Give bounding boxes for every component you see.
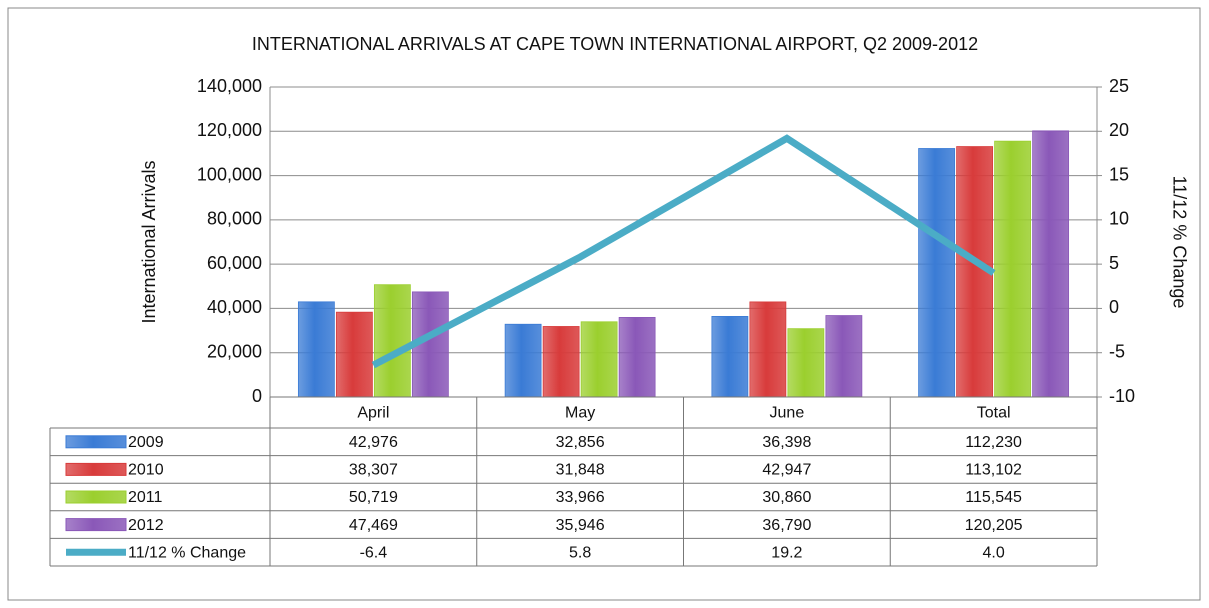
bar (918, 148, 956, 398)
bar (504, 323, 542, 398)
bar (297, 301, 335, 398)
y-tick-label: 0 (252, 386, 262, 406)
bar (787, 328, 825, 398)
table-value: 38,307 (349, 462, 398, 479)
line-series (371, 134, 996, 369)
table-value: 42,947 (762, 462, 811, 479)
y2-tick-label: 25 (1109, 76, 1129, 96)
bar (711, 316, 749, 398)
legend-label: 2009 (128, 434, 164, 451)
bar (580, 321, 618, 398)
table-value: 4.0 (983, 544, 1005, 561)
chart-title: INTERNATIONAL ARRIVALS AT CAPE TOWN INTE… (252, 34, 978, 54)
table-value: 5.8 (569, 544, 591, 561)
y2-tick-label: 15 (1109, 164, 1129, 184)
bar (542, 326, 580, 398)
y2-tick-label: 0 (1109, 297, 1119, 317)
table-value: 19.2 (771, 544, 802, 561)
bar (373, 284, 411, 398)
y2-tick-label: -5 (1109, 341, 1125, 361)
y-tick-label: 60,000 (207, 253, 262, 273)
y-tick-label: 140,000 (197, 76, 262, 96)
y-axis-label: International Arrivals (139, 160, 159, 323)
table-value: 50,719 (349, 489, 398, 506)
bar (1032, 130, 1070, 398)
legend-key (65, 490, 127, 504)
y-tick-label: 40,000 (207, 297, 262, 317)
legend-key (65, 462, 127, 476)
y2-tick-label: -10 (1109, 386, 1135, 406)
legend-label: 2012 (128, 517, 164, 534)
table-value: 115,545 (965, 489, 1022, 506)
table-value: 36,790 (762, 517, 811, 534)
legend-label: 2010 (128, 462, 164, 479)
table-value: 32,856 (556, 434, 605, 451)
y2-tick-label: 10 (1109, 209, 1129, 229)
y-tick-label: 20,000 (207, 341, 262, 361)
table-value: 36,398 (762, 434, 811, 451)
bar (749, 301, 787, 398)
legend-key (65, 518, 127, 532)
y-tick-label: 100,000 (197, 164, 262, 184)
legend-label: 2011 (128, 489, 163, 506)
table-value: 30,860 (762, 489, 811, 506)
bar (825, 315, 863, 398)
x-tick-label: May (565, 405, 595, 422)
table-value: -6.4 (360, 544, 388, 561)
x-tick-label: Total (977, 405, 1011, 422)
y2-tick-label: 5 (1109, 253, 1119, 273)
y2-tick-label: 20 (1109, 120, 1129, 140)
x-tick-label: April (357, 405, 389, 422)
table-value: 35,946 (556, 517, 605, 534)
table-value: 120,205 (965, 517, 1023, 534)
table-value: 33,966 (556, 489, 605, 506)
y-tick-label: 120,000 (197, 120, 262, 140)
bar (335, 311, 373, 398)
legend-key (65, 435, 127, 449)
x-tick-label: June (770, 405, 805, 422)
legend-label: 11/12 % Change (128, 544, 246, 561)
table-value: 47,469 (349, 517, 398, 534)
table-value: 113,102 (965, 462, 1022, 479)
table-value: 112,230 (965, 434, 1022, 451)
y-tick-label: 80,000 (207, 209, 262, 229)
bar (994, 140, 1032, 398)
table-value: 31,848 (556, 462, 605, 479)
y2-axis-label: 11/12 % Change (1169, 176, 1189, 309)
table-value: 42,976 (349, 434, 398, 451)
bar (618, 317, 656, 398)
